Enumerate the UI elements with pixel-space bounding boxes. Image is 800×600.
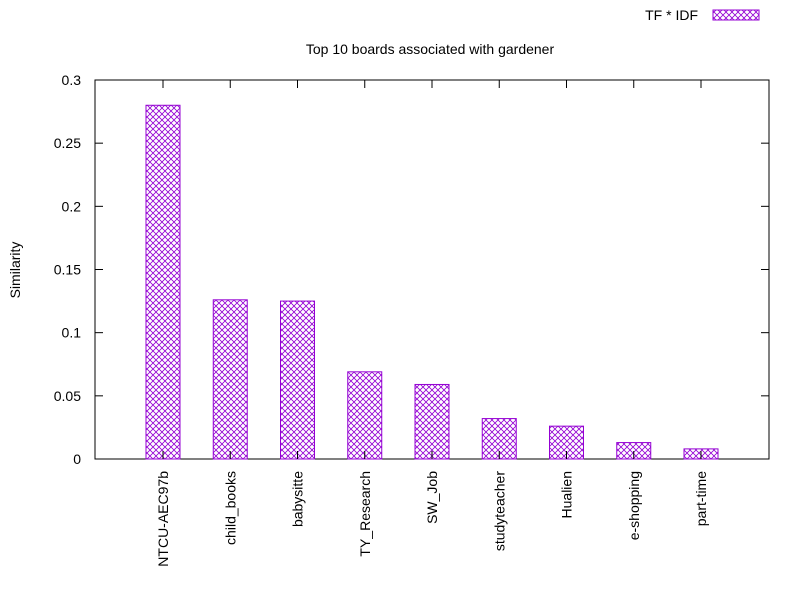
x-tick-label: e-shopping <box>626 471 642 540</box>
x-tick-label: Hualien <box>559 471 575 518</box>
x-tick-label: studyteacher <box>491 471 507 551</box>
x-tick-label: part-time <box>693 471 709 526</box>
legend-swatch <box>712 9 760 21</box>
x-tick-label: NTCU-AEC97b <box>155 471 171 567</box>
bar <box>280 300 315 460</box>
x-tick-label: babysitte <box>290 471 306 527</box>
y-tick-label: 0.2 <box>62 198 82 214</box>
bar <box>145 104 181 460</box>
y-tick-label: 0.3 <box>62 72 82 88</box>
legend-label: TF * IDF <box>645 7 698 23</box>
x-tick-label: child_books <box>222 471 238 545</box>
bar <box>414 383 450 460</box>
y-tick-label: 0.15 <box>54 262 81 278</box>
chart-title: Top 10 boards associated with gardener <box>306 41 555 57</box>
y-axis: 0 0.05 0.1 0.15 0.2 0.25 0.3 <box>54 72 769 467</box>
x-tick-label: SW_Job <box>424 471 440 524</box>
y-tick-label: 0.05 <box>54 388 81 404</box>
y-axis-label: Similarity <box>7 242 23 299</box>
y-tick-label: 0.1 <box>62 325 82 341</box>
y-tick-label: 0.25 <box>54 135 81 151</box>
y-tick-label: 0 <box>73 451 81 467</box>
x-tick-label: TY_Research <box>357 471 373 557</box>
bar <box>212 299 248 460</box>
bar <box>347 371 383 460</box>
bar <box>549 425 584 460</box>
bars-group <box>145 104 719 460</box>
x-axis: NTCU-AEC97b child_books babysitte TY_Resear… <box>155 80 709 567</box>
legend: TF * IDF <box>645 7 760 23</box>
